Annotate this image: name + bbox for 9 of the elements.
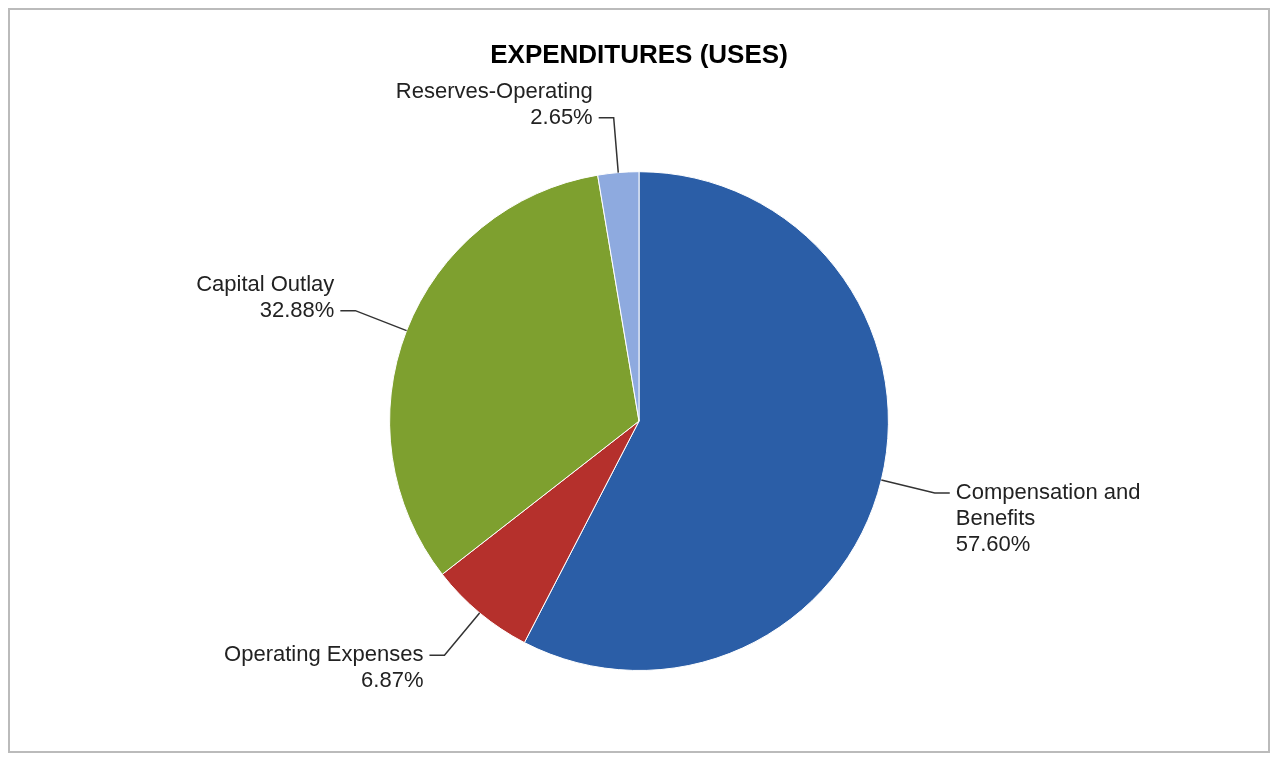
slice-label: Reserves-Operating <box>395 77 593 103</box>
slice-label: Capital Outlay <box>196 270 335 296</box>
slice-label: Compensation and Benefits <box>955 479 1141 531</box>
data-label: 32.88% <box>259 296 335 322</box>
chart-title: EXPENDITURES (USES) <box>490 38 788 69</box>
data-label: 6.87% <box>361 667 424 693</box>
data-label: 57.60% <box>955 531 1031 557</box>
data-label: 2.65% <box>530 103 593 129</box>
slice-label: Operating Expenses <box>224 641 424 667</box>
